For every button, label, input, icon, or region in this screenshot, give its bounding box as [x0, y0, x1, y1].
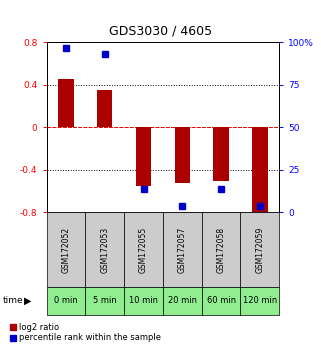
Bar	[47, 287, 85, 315]
Bar	[136, 127, 151, 186]
Bar	[252, 127, 268, 215]
Text: GSM172057: GSM172057	[178, 227, 187, 273]
Bar	[202, 287, 240, 315]
Text: 60 min: 60 min	[206, 296, 236, 306]
Bar	[124, 287, 163, 315]
Bar	[213, 127, 229, 181]
Text: time: time	[3, 296, 24, 306]
Legend: log2 ratio, percentile rank within the sample: log2 ratio, percentile rank within the s…	[11, 323, 161, 342]
Text: GSM172058: GSM172058	[217, 227, 226, 273]
Text: 5 min: 5 min	[93, 296, 117, 306]
Bar	[124, 212, 163, 287]
Bar	[163, 212, 202, 287]
Text: GDS3030 / 4605: GDS3030 / 4605	[109, 24, 212, 37]
Bar	[163, 287, 202, 315]
Bar	[58, 79, 74, 127]
Text: GSM172059: GSM172059	[256, 227, 265, 273]
Text: ▶: ▶	[24, 296, 31, 306]
Text: 120 min: 120 min	[243, 296, 277, 306]
Bar	[175, 127, 190, 183]
Bar	[97, 90, 112, 127]
Text: GSM172055: GSM172055	[139, 227, 148, 273]
Text: 10 min: 10 min	[129, 296, 158, 306]
Text: GSM172053: GSM172053	[100, 227, 109, 273]
Bar	[202, 212, 240, 287]
Text: 0 min: 0 min	[54, 296, 78, 306]
Bar	[240, 287, 279, 315]
Bar	[240, 212, 279, 287]
Bar	[47, 212, 85, 287]
Text: GSM172052: GSM172052	[61, 227, 70, 273]
Bar	[85, 287, 124, 315]
Text: 20 min: 20 min	[168, 296, 197, 306]
Bar	[85, 212, 124, 287]
